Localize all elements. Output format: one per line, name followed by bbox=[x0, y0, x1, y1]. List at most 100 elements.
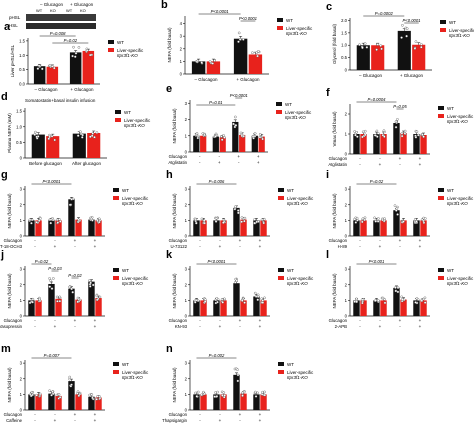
legend-label-ko: Liver-specific bbox=[122, 370, 149, 375]
data-point bbox=[414, 135, 418, 139]
x-row-label: Glucagon bbox=[169, 412, 188, 417]
data-point bbox=[413, 47, 417, 50]
data-point bbox=[420, 218, 424, 221]
bar bbox=[200, 394, 207, 410]
legend-swatch-ko bbox=[438, 114, 444, 118]
legend-swatch-wt bbox=[278, 362, 284, 366]
data-point bbox=[203, 392, 207, 396]
panel-c: c 0 0.5 1.0 1.5 2.0 Glycerol (fold basal) P=0.0… bbox=[326, 1, 474, 78]
data-point bbox=[240, 216, 244, 219]
data-point bbox=[251, 51, 254, 55]
x-tick-label: + bbox=[94, 418, 97, 423]
bar bbox=[75, 219, 82, 236]
significance-label: P=0.0004 bbox=[367, 97, 386, 102]
bar bbox=[400, 299, 407, 316]
data-point bbox=[49, 279, 52, 282]
data-point bbox=[88, 393, 91, 397]
bar bbox=[353, 300, 360, 316]
y-tick-label: 1.5 bbox=[19, 38, 25, 43]
bar bbox=[95, 220, 102, 236]
y-tick-label: 3 bbox=[20, 361, 23, 366]
x-tick-label: + bbox=[218, 160, 221, 165]
blot-band-phsl bbox=[26, 14, 96, 21]
data-point bbox=[223, 394, 226, 397]
data-point bbox=[48, 285, 52, 288]
data-point bbox=[58, 396, 62, 399]
x-tick-label: - bbox=[379, 156, 381, 161]
panel-letter: f bbox=[326, 87, 330, 99]
data-point bbox=[422, 216, 425, 220]
x-tick-label: - bbox=[359, 238, 361, 243]
legend-label-wt: WT bbox=[124, 110, 131, 115]
y-tick-label: 4 bbox=[180, 21, 183, 26]
legend-label-ko: Liver-specific bbox=[447, 196, 474, 201]
x-tick-label: + bbox=[419, 318, 422, 323]
panel-b: b 0 1 2 3 4 NEFA (fold basal) P<0.0001 P<0.0001 –… bbox=[161, 0, 313, 82]
bar bbox=[380, 134, 387, 154]
bar bbox=[380, 220, 387, 236]
bar bbox=[258, 136, 265, 152]
data-point bbox=[221, 394, 224, 397]
data-point bbox=[417, 133, 420, 137]
legend-label-ko: Itpr3f1-KO bbox=[122, 281, 143, 286]
y-tick-label: 3 bbox=[185, 361, 188, 366]
data-point bbox=[56, 300, 59, 303]
bar bbox=[206, 61, 221, 74]
panel-letter: i bbox=[326, 169, 329, 181]
x-tick-label: - bbox=[199, 412, 201, 417]
bar bbox=[55, 395, 62, 410]
data-point bbox=[95, 398, 98, 401]
legend-label-ko: Liver-specific bbox=[285, 110, 312, 115]
data-point bbox=[243, 216, 247, 220]
data-point bbox=[196, 134, 200, 138]
data-point bbox=[240, 220, 243, 224]
data-point bbox=[421, 133, 424, 136]
significance-label: P=0.002 bbox=[209, 353, 225, 358]
data-point bbox=[71, 290, 74, 294]
x-tick-label: - bbox=[359, 324, 361, 329]
x-tick-label: - bbox=[359, 156, 361, 161]
data-point bbox=[383, 217, 386, 220]
bar bbox=[200, 135, 207, 152]
y-tick-label: 1 bbox=[20, 392, 23, 397]
x-tick-label: + bbox=[259, 324, 262, 329]
data-point bbox=[222, 221, 225, 224]
legend-swatch-ko bbox=[278, 196, 284, 200]
data-point bbox=[214, 391, 217, 394]
x-tick-label: + bbox=[54, 244, 57, 249]
x-tick-label: - bbox=[199, 160, 201, 165]
panel-letter: l bbox=[326, 249, 329, 261]
data-point bbox=[377, 299, 380, 302]
y-axis-label: Vmax (fold basal) bbox=[332, 111, 337, 147]
legend-label-ko: Liver-specific bbox=[447, 276, 474, 281]
data-point bbox=[216, 390, 219, 394]
x-row-label: Glucagon bbox=[4, 412, 23, 417]
bar bbox=[88, 396, 95, 410]
data-point bbox=[423, 296, 427, 300]
legend-swatch-wt bbox=[438, 268, 444, 272]
data-point bbox=[77, 394, 81, 398]
x-tick-label: + bbox=[419, 156, 422, 161]
legend-label-ko: Itpr3f1-KO bbox=[122, 201, 143, 206]
legend-label-wt: WT bbox=[447, 106, 454, 111]
bar bbox=[248, 54, 263, 74]
data-point bbox=[213, 59, 216, 62]
data-point bbox=[50, 135, 54, 138]
data-point bbox=[415, 130, 419, 134]
data-point bbox=[361, 130, 365, 134]
data-point bbox=[396, 213, 399, 216]
x-tick-label: - bbox=[199, 244, 201, 249]
data-point bbox=[400, 134, 404, 138]
bar bbox=[232, 121, 239, 152]
legend-label-ko: Liver-specific bbox=[287, 370, 314, 375]
x-tick-label: - bbox=[74, 324, 76, 329]
x-tick-label: + bbox=[259, 238, 262, 243]
legend-swatch-ko bbox=[438, 276, 444, 280]
data-point bbox=[196, 59, 200, 63]
data-point bbox=[90, 134, 94, 138]
bar bbox=[373, 300, 380, 316]
data-point bbox=[257, 50, 260, 53]
data-point bbox=[48, 64, 52, 67]
data-point bbox=[71, 197, 75, 201]
